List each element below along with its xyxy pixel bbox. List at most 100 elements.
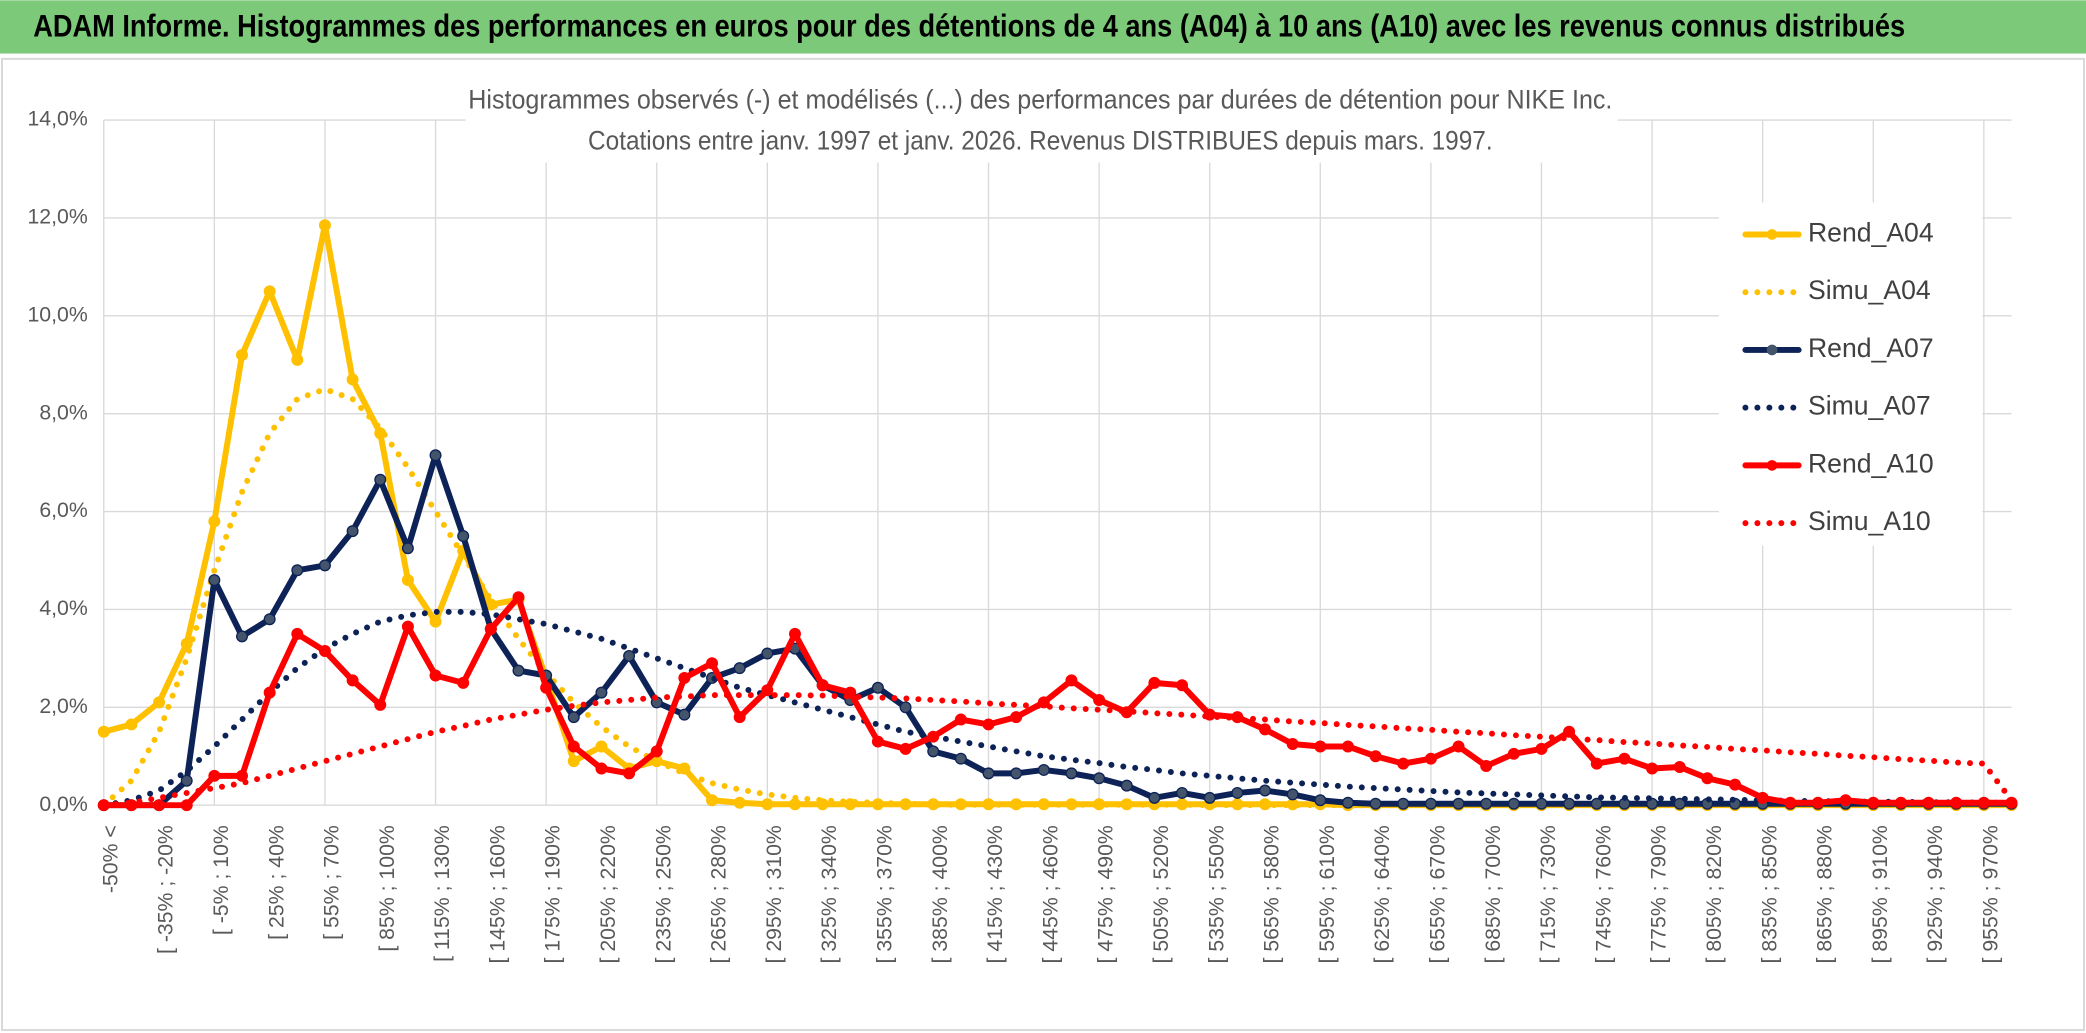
- point: [512, 591, 525, 604]
- point: [1286, 738, 1299, 751]
- point: [1452, 797, 1465, 810]
- point: [567, 755, 580, 768]
- point: [1673, 797, 1686, 810]
- x-tick-label: [ 355% ; 370%: [873, 825, 897, 963]
- point: [346, 373, 359, 386]
- x-tick-label: [ 235% ; 250%: [651, 825, 675, 963]
- point: [1894, 796, 1907, 809]
- point: [816, 679, 829, 692]
- point: [899, 742, 912, 755]
- point: [1369, 797, 1382, 810]
- point: [761, 647, 774, 660]
- x-tick-label: [ 175% ; 190%: [541, 825, 565, 963]
- x-tick-label: [ 265% ; 280%: [707, 825, 731, 963]
- x-tick-label: [ 55% ; 70%: [320, 825, 344, 940]
- point: [650, 745, 663, 758]
- point: [1646, 762, 1659, 775]
- point: [1480, 797, 1493, 810]
- point: [346, 674, 359, 687]
- point: [733, 711, 746, 724]
- y-tick-label: 4,0%: [39, 596, 88, 620]
- point: [1120, 779, 1133, 792]
- point: [291, 627, 304, 640]
- y-tick-label: 8,0%: [39, 400, 88, 424]
- point: [1729, 778, 1742, 791]
- point: [401, 542, 414, 555]
- point: [374, 698, 387, 711]
- point: [567, 711, 580, 724]
- point: [1397, 757, 1410, 770]
- x-tick-label: [ 475% ; 490%: [1094, 825, 1118, 963]
- point: [153, 696, 166, 709]
- point: [982, 718, 995, 731]
- point: [982, 767, 995, 780]
- point: [595, 762, 608, 775]
- point: [678, 708, 691, 721]
- y-tick-label: 0,0%: [39, 792, 88, 816]
- point: [180, 799, 193, 812]
- point: [1176, 679, 1189, 692]
- series-line: [100, 594, 2015, 809]
- legend-label: Simu_A07: [1808, 391, 1931, 421]
- x-tick-label: [ 655% ; 670%: [1425, 825, 1449, 963]
- chart-title: Histogrammes observés (-) et modélisés (…: [468, 84, 1612, 114]
- point: [1535, 742, 1548, 755]
- x-tick-label: [ 445% ; 460%: [1038, 825, 1062, 963]
- legend-label: Simu_A04: [1808, 275, 1931, 305]
- series-line: [100, 692, 2015, 809]
- legend-box: [1718, 202, 1983, 546]
- point: [623, 767, 636, 780]
- point: [1176, 786, 1189, 799]
- point: [236, 769, 248, 782]
- point: [180, 774, 193, 787]
- point: [1922, 796, 1935, 809]
- point: [678, 671, 691, 684]
- point: [429, 669, 442, 682]
- x-tick-label: [ 505% ; 520%: [1149, 825, 1173, 963]
- point: [1341, 796, 1354, 809]
- point: [1839, 794, 1852, 807]
- point: [1369, 750, 1382, 763]
- legend-label: Rend_A10: [1808, 448, 1934, 478]
- x-tick-label: [ 775% ; 790%: [1647, 825, 1671, 963]
- point: [1867, 796, 1880, 809]
- point: [1424, 752, 1437, 765]
- point: [429, 449, 442, 462]
- x-tick-label: [ 745% ; 760%: [1591, 825, 1615, 963]
- point: [125, 718, 138, 731]
- x-tick-label: [ 955% ; 970%: [1978, 825, 2002, 963]
- point: [401, 620, 414, 633]
- point: [927, 745, 940, 758]
- point: [1590, 757, 1603, 770]
- point: [291, 353, 304, 366]
- x-tick-label: [ -35% ; -20%: [154, 825, 178, 954]
- x-tick-label: [ 85% ; 100%: [375, 825, 399, 952]
- point: [1231, 786, 1244, 799]
- point: [1618, 752, 1631, 765]
- point: [761, 798, 774, 811]
- x-tick-label: [ -5% ; 10%: [209, 825, 233, 935]
- point: [208, 574, 221, 587]
- point: [567, 740, 580, 753]
- point: [1341, 740, 1354, 753]
- point: [1037, 763, 1050, 776]
- point: [346, 525, 359, 538]
- x-tick-label: [ 115% ; 130%: [430, 825, 454, 962]
- header-title: ADAM Informe. Histogrammes des performan…: [33, 8, 1905, 44]
- point: [153, 799, 166, 812]
- point: [1784, 796, 1797, 809]
- point: [1286, 788, 1299, 801]
- legend: Rend_A04 Simu_A04 Rend_A07 Simu_A07 Rend_A10…: [1742, 217, 1934, 536]
- point: [1093, 772, 1106, 785]
- point: [1010, 711, 1023, 724]
- point: [1590, 797, 1603, 810]
- y-tick-label: 14,0%: [27, 107, 87, 131]
- series-line: [100, 452, 2015, 809]
- point: [927, 730, 940, 743]
- point: [1424, 797, 1437, 810]
- point: [1314, 794, 1327, 807]
- point: [1507, 797, 1520, 810]
- point: [1314, 740, 1327, 753]
